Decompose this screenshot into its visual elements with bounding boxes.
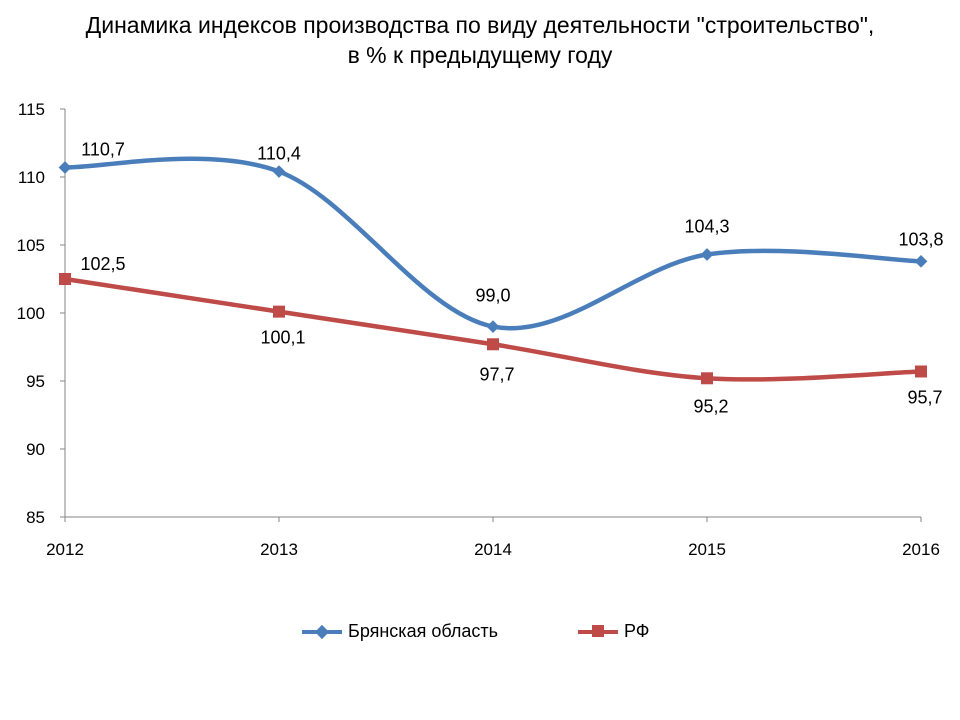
diamond-marker bbox=[486, 320, 500, 333]
legend-diamond-marker bbox=[314, 624, 330, 639]
diamond-marker bbox=[58, 161, 72, 174]
data-label: 100,1 bbox=[260, 328, 305, 348]
data-label: 104,3 bbox=[684, 217, 729, 237]
legend-square-marker bbox=[592, 624, 604, 637]
chart-subtitle: в % к предыдущему году bbox=[347, 42, 613, 68]
y-tick-label: 95 bbox=[26, 372, 45, 391]
legend-item-rf: РФ bbox=[578, 621, 650, 642]
data-label: 97,7 bbox=[479, 364, 514, 384]
square-marker bbox=[487, 338, 499, 351]
data-label: 95,7 bbox=[907, 387, 942, 407]
x-tick-label: 2012 bbox=[46, 540, 84, 559]
y-tick-label: 85 bbox=[26, 508, 45, 527]
square-marker bbox=[701, 372, 713, 385]
square-marker bbox=[273, 305, 285, 318]
x-tick-label: 2014 bbox=[474, 540, 512, 559]
data-label: 110,4 bbox=[257, 144, 301, 164]
data-label: 99,0 bbox=[475, 286, 510, 306]
square-marker bbox=[915, 365, 927, 378]
y-tick-label: 90 bbox=[26, 440, 45, 459]
data-label: 103,8 bbox=[898, 229, 943, 249]
legend: Брянская область РФ bbox=[0, 621, 960, 651]
diamond-marker bbox=[700, 248, 714, 261]
legend-label-bryansk: Брянская область bbox=[348, 621, 498, 641]
x-tick-label: 2016 bbox=[902, 540, 940, 559]
diamond-marker bbox=[914, 254, 928, 268]
legend-line-rf bbox=[578, 624, 618, 637]
data-label: 110,7 bbox=[81, 139, 125, 159]
y-tick-label: 100 bbox=[17, 304, 45, 323]
x-tick-label: 2015 bbox=[688, 540, 726, 559]
data-label: 95,2 bbox=[693, 396, 728, 416]
square-marker bbox=[59, 273, 71, 285]
legend-item-bryansk: Брянская область bbox=[302, 621, 498, 642]
diamond-marker bbox=[272, 165, 286, 178]
y-tick-label: 105 bbox=[17, 236, 45, 255]
y-tick-label: 110 bbox=[18, 168, 45, 187]
legend-label-rf: РФ bbox=[624, 621, 650, 641]
chart-title: Динамика индексов производства по виду д… bbox=[85, 12, 875, 38]
y-tick-label: 115 bbox=[18, 100, 45, 119]
legend-line-bryansk bbox=[302, 624, 342, 639]
data-label: 102,5 bbox=[80, 254, 125, 274]
x-tick-label: 2013 bbox=[260, 540, 298, 559]
